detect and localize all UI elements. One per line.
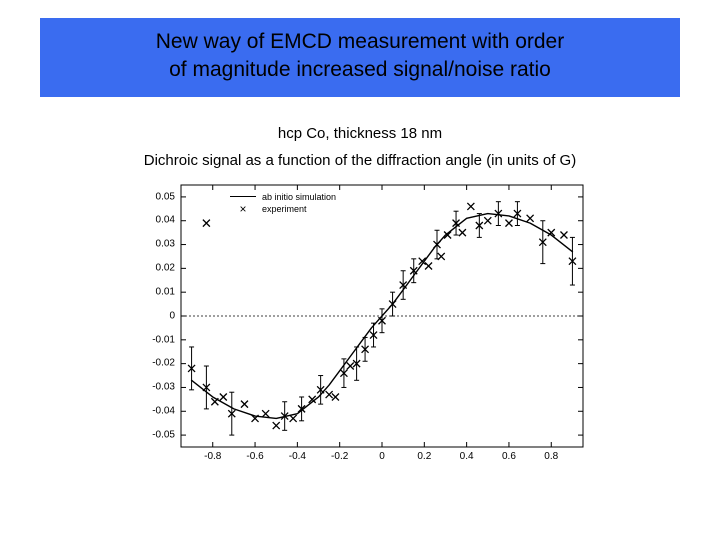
x-tick-label: 0.6	[502, 451, 516, 462]
y-tick-label: -0.03	[135, 382, 175, 393]
y-tick-label: 0.02	[135, 263, 175, 274]
y-tick-label: 0	[135, 310, 175, 321]
x-tick-label: -0.2	[331, 451, 348, 462]
title-line-2: of magnitude increased signal/noise rati…	[64, 56, 656, 84]
legend-marker-icon: ×	[230, 204, 256, 214]
subtitle: hcp Co, thickness 18 nm	[0, 125, 720, 142]
y-tick-label: 0.01	[135, 286, 175, 297]
chart-description: Dichroic signal as a function of the dif…	[0, 152, 720, 169]
x-tick-label: -0.6	[246, 451, 263, 462]
chart-container: -0.8 -0.6 -0.4 -0.2 0 0.2 0.4 0.6 0.8 -0.05 -0.04 -…	[0, 171, 720, 471]
x-tick-label: 0.2	[417, 451, 431, 462]
title-line-1: New way of EMCD measurement with order	[64, 28, 656, 56]
x-tick-label: -0.8	[204, 451, 221, 462]
y-tick-label: 0.05	[135, 191, 175, 202]
legend-line-icon	[230, 196, 256, 197]
chart-svg	[125, 171, 595, 471]
legend-item: × experiment	[230, 203, 336, 215]
x-tick-label: 0.8	[544, 451, 558, 462]
y-tick-label: 0.04	[135, 215, 175, 226]
legend-item: ab initio simulation	[230, 191, 336, 203]
legend-label: experiment	[262, 204, 307, 214]
y-tick-label: -0.05	[135, 429, 175, 440]
y-tick-label: -0.04	[135, 405, 175, 416]
y-tick-label: -0.01	[135, 334, 175, 345]
title-banner: New way of EMCD measurement with order o…	[40, 18, 680, 97]
y-tick-label: 0.03	[135, 239, 175, 250]
y-tick-label: -0.02	[135, 358, 175, 369]
x-tick-label: 0	[379, 451, 385, 462]
x-tick-label: 0.4	[460, 451, 474, 462]
x-tick-label: -0.4	[289, 451, 306, 462]
legend-label: ab initio simulation	[262, 192, 336, 202]
chart-legend: ab initio simulation × experiment	[230, 191, 336, 215]
dichroic-chart: -0.8 -0.6 -0.4 -0.2 0 0.2 0.4 0.6 0.8 -0.05 -0.04 -…	[125, 171, 595, 471]
